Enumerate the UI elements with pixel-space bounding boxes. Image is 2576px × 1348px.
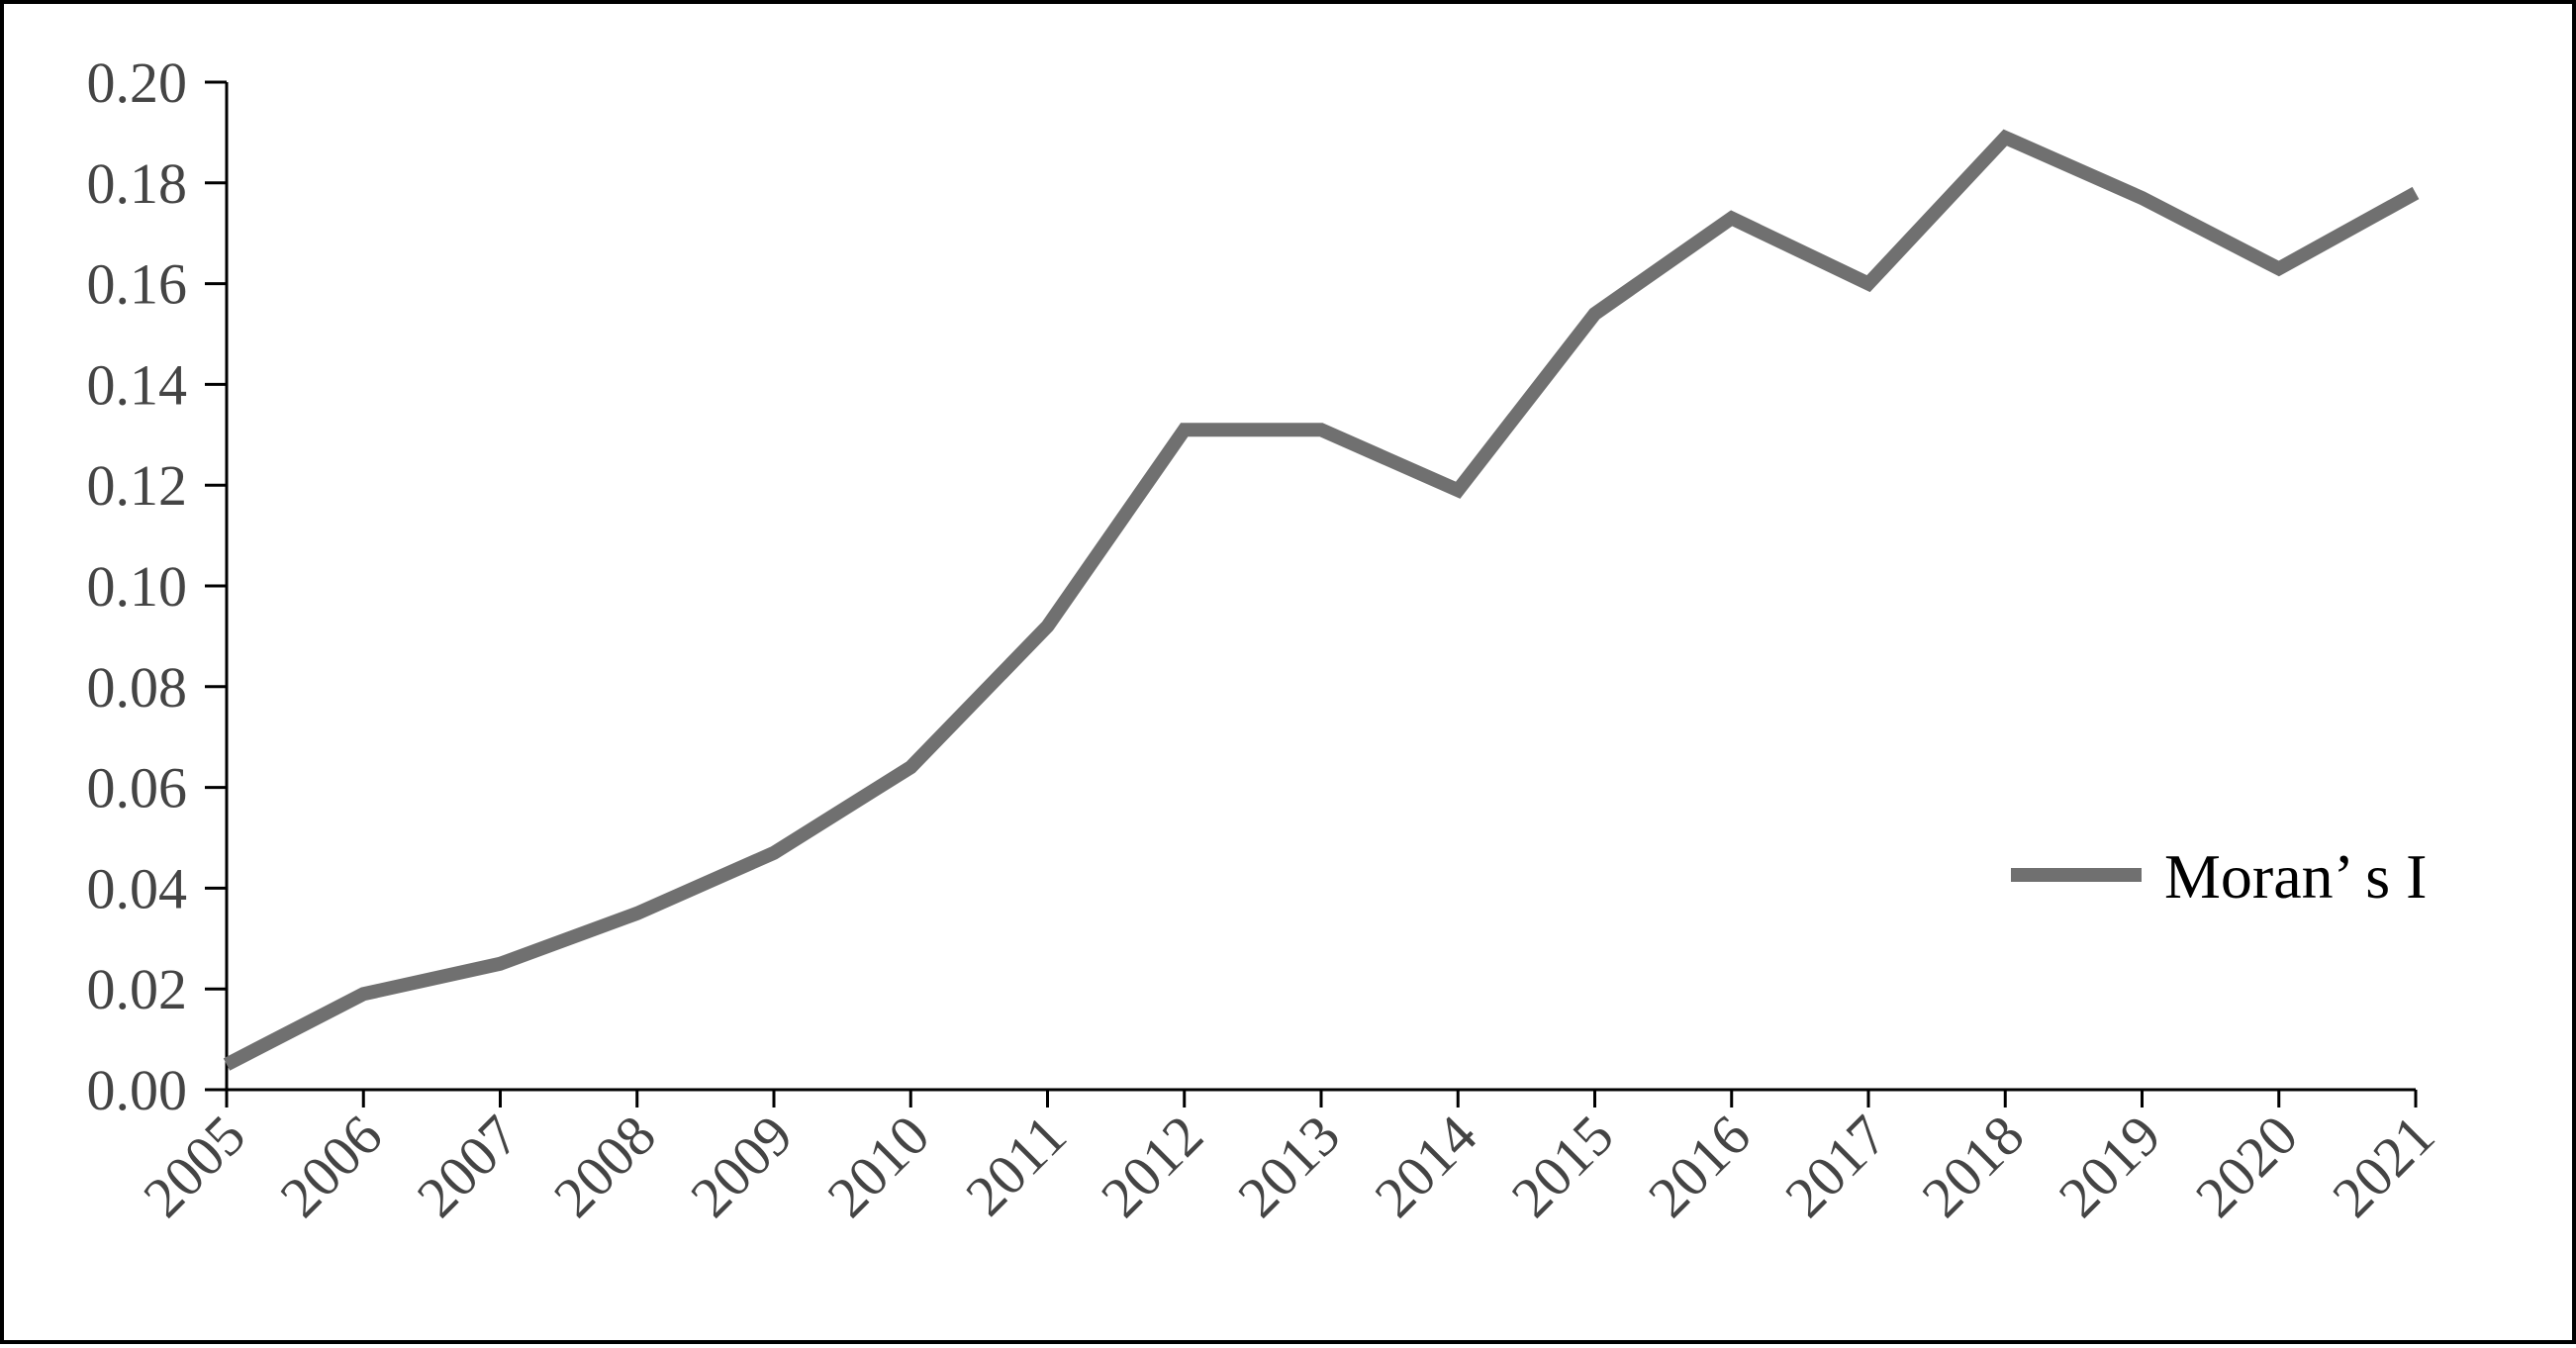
x-tick-label: 2016 xyxy=(1636,1103,1763,1229)
x-tick-label: 2008 xyxy=(541,1103,668,1229)
legend-label: Moran’ s I xyxy=(2164,841,2427,912)
x-tick-label: 2009 xyxy=(678,1103,805,1229)
line-chart: 0.00 0.02 0.04 0.06 0.08 0.10 0.12 0.14 0.16 0.18… xyxy=(87,50,2447,1229)
x-tick-label: 2018 xyxy=(1909,1103,2036,1229)
y-tick-label: 0.20 xyxy=(87,50,188,115)
series-line xyxy=(223,129,2420,1071)
x-tick-label: 2015 xyxy=(1499,1103,1626,1229)
y-tick-label: 0.04 xyxy=(87,856,188,920)
x-tick-label: 2007 xyxy=(405,1103,531,1229)
x-tick-label: 2017 xyxy=(1772,1103,1899,1229)
y-tick-label: 0.18 xyxy=(87,151,188,216)
y-tick-label: 0.16 xyxy=(87,252,188,317)
x-tick-label: 2021 xyxy=(2320,1103,2446,1229)
y-tick-label: 0.12 xyxy=(87,453,188,518)
legend: Moran’ s I xyxy=(2011,841,2427,912)
y-tick-label: 0.14 xyxy=(87,352,188,417)
x-tick-label: 2013 xyxy=(1225,1103,1352,1229)
y-tick-label: 0.10 xyxy=(87,554,188,619)
y-tick-label: 0.00 xyxy=(87,1058,188,1122)
y-tick-label: 0.08 xyxy=(87,655,188,720)
x-tick-label: 2011 xyxy=(953,1103,1078,1227)
series-lines xyxy=(223,129,2420,1071)
x-tick-label: 2014 xyxy=(1362,1103,1488,1229)
x-tick-label: 2010 xyxy=(814,1103,941,1229)
x-tick-label: 2020 xyxy=(2183,1103,2310,1229)
x-tick-label: 2006 xyxy=(267,1103,394,1229)
x-tick-label: 2019 xyxy=(2047,1103,2173,1229)
y-tick-label: 0.02 xyxy=(87,957,188,1021)
y-tick-label: 0.06 xyxy=(87,756,188,820)
y-axis: 0.00 0.02 0.04 0.06 0.08 0.10 0.12 0.14 0.16 0.18… xyxy=(87,50,229,1122)
x-axis: 2005 2006 2007 2008 2009 2010 2011 2012 2013 2014… xyxy=(131,1088,2446,1229)
x-tick-label: 2012 xyxy=(1089,1103,1215,1229)
